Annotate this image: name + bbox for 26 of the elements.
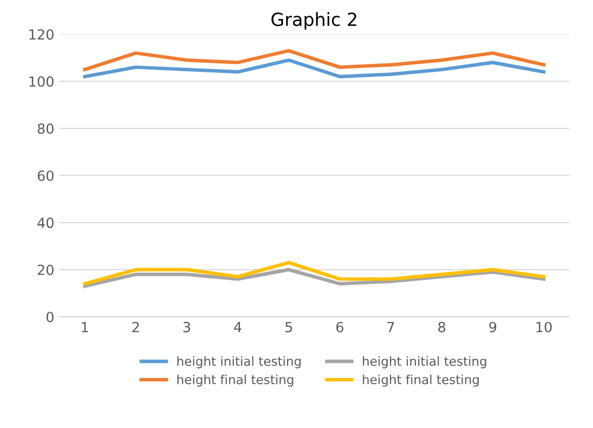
y-tick-label: 40 (37, 218, 54, 228)
y-tick-label: 0 (46, 312, 54, 322)
y-tick-label: 100 (29, 76, 54, 87)
x-tick-label: 4 (234, 322, 242, 332)
x-tick-label: 5 (285, 322, 292, 332)
line-series (83, 268, 546, 288)
legend-label: height initial testing (177, 356, 301, 368)
y-tick-label: 80 (38, 123, 54, 134)
line-series (83, 48, 546, 72)
x-tick-label: 6 (336, 322, 344, 332)
line-series (83, 260, 546, 286)
y-tick-label: 120 (29, 29, 54, 40)
y-tick-label: 20 (38, 264, 54, 276)
legend-label: height final testing (362, 374, 479, 387)
x-tick-label: 7 (388, 322, 394, 332)
legend-label: height final testing (177, 374, 294, 387)
chart-title: Graphic 2 (272, 12, 356, 30)
x-tick-label: 10 (536, 322, 552, 332)
legend-label: height initial testing (362, 356, 486, 368)
x-tick-label: 8 (438, 322, 446, 332)
line-series (83, 58, 546, 78)
x-tick-label: 2 (132, 322, 139, 332)
x-tick-label: 3 (183, 322, 190, 332)
x-tick-label: 1 (82, 322, 88, 332)
x-tick-label: 9 (489, 322, 496, 332)
y-tick-label: 60 (38, 170, 54, 181)
